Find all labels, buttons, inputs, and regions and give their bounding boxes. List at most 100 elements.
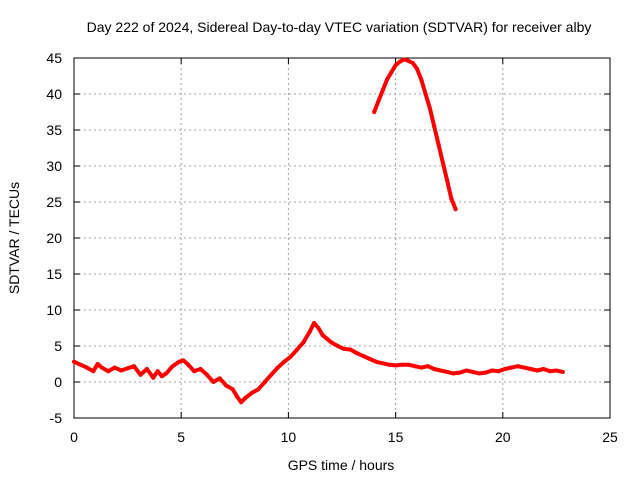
data-point [325, 336, 329, 341]
data-point [423, 92, 428, 96]
data-point [453, 207, 458, 212]
data-point [477, 371, 482, 376]
data-point [256, 387, 261, 392]
data-point [387, 362, 392, 367]
data-point [91, 369, 96, 374]
data-point [372, 110, 377, 114]
y-tick-label: 30 [46, 158, 62, 174]
data-point [490, 368, 495, 373]
data-point [106, 369, 111, 374]
data-point [515, 364, 520, 369]
data-point [295, 347, 299, 352]
data-point [164, 371, 169, 376]
data-point [170, 364, 175, 369]
data-point [72, 359, 76, 364]
data-point [406, 58, 411, 63]
y-tick-label: 40 [46, 86, 62, 102]
data-point [355, 351, 359, 356]
data-point [427, 106, 432, 111]
axis-ticks: 0 5 10 15 20 25 -5 0 5 10 15 20 25 30 35 40 45 [46, 50, 618, 445]
data-point [275, 365, 280, 370]
data-point [204, 372, 209, 377]
data-point [374, 359, 379, 364]
data-point [316, 326, 321, 330]
data-point [95, 362, 100, 366]
data-point [99, 365, 104, 370]
data-point [438, 368, 443, 373]
y-tick-label: 5 [54, 338, 62, 354]
data-point [84, 365, 89, 370]
chart-title: Day 222 of 2024, Sidereal Day-to-day VTE… [87, 19, 592, 35]
y-tick-label: 0 [54, 374, 62, 390]
data-series [72, 57, 565, 405]
data-point [307, 329, 312, 334]
data-point [138, 372, 143, 377]
x-tick-label: 10 [281, 429, 297, 445]
data-point [470, 369, 475, 374]
data-point [262, 380, 267, 384]
data-point [554, 368, 559, 373]
data-point [419, 365, 424, 370]
data-point [445, 178, 450, 183]
y-tick-label: 15 [46, 266, 62, 282]
data-point [402, 57, 407, 62]
data-point [211, 380, 216, 384]
data-point [432, 124, 437, 129]
data-point [440, 160, 445, 165]
data-point [239, 400, 244, 405]
data-point [548, 369, 552, 374]
data-point [436, 142, 441, 147]
data-point [410, 61, 415, 65]
x-tick-label: 25 [602, 429, 618, 445]
y-tick-label: 25 [46, 194, 62, 210]
y-tick-label: 45 [46, 50, 62, 66]
data-point [335, 344, 340, 348]
data-point [301, 340, 306, 345]
data-point [230, 387, 235, 392]
data-point [445, 369, 450, 374]
series-line [72, 321, 565, 405]
data-point [393, 363, 398, 368]
data-point [380, 361, 385, 366]
data-point [528, 367, 533, 371]
data-point [132, 364, 136, 369]
data-point [560, 369, 565, 374]
data-point [406, 362, 411, 367]
data-point [243, 395, 248, 400]
data-point [269, 372, 274, 377]
data-point [376, 99, 381, 104]
data-point [250, 390, 254, 395]
y-tick-label: 35 [46, 122, 62, 138]
data-point [451, 371, 456, 376]
data-point [449, 196, 454, 201]
data-point [400, 362, 404, 367]
data-point [177, 359, 182, 364]
data-point [217, 376, 222, 381]
data-point [119, 368, 124, 373]
data-point [415, 66, 419, 71]
data-point [185, 362, 190, 366]
series-line [372, 57, 458, 212]
data-point [144, 367, 149, 371]
data-point [432, 367, 437, 371]
data-point [457, 370, 462, 375]
grid [74, 58, 610, 418]
y-tick-label: 20 [46, 230, 62, 246]
data-point [320, 333, 325, 338]
data-point [412, 364, 417, 369]
x-tick-label: 15 [388, 429, 404, 445]
x-tick-label: 0 [70, 429, 78, 445]
y-axis-label: SDTVAR / TECUs [6, 182, 22, 294]
data-point [159, 374, 164, 379]
y-tick-label: -5 [50, 410, 63, 426]
data-point [425, 364, 430, 369]
data-point [155, 369, 160, 374]
data-point [522, 365, 527, 370]
data-point [342, 346, 347, 351]
data-point [397, 59, 402, 64]
data-point [112, 365, 117, 370]
data-point [181, 358, 186, 363]
data-point [224, 383, 229, 388]
data-point [393, 63, 398, 68]
